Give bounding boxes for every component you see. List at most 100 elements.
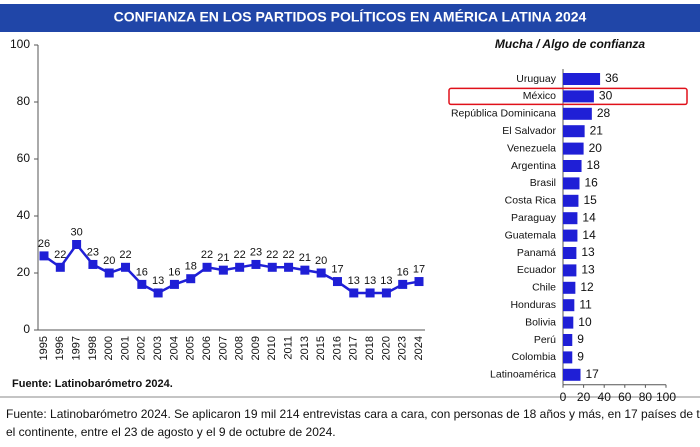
marker [169,279,179,289]
x-tick-label: 20 [577,390,591,404]
y-tick-label: 100 [10,37,30,51]
category-label: Uruguay [516,73,556,85]
category-label: Perú [534,334,556,346]
x-tick-label: 2003 [152,336,164,360]
x-tick-label: 2024 [413,336,425,360]
category-label: Paraguay [511,212,557,224]
subtitle: Mucha / Algo de confianza [495,37,646,51]
marker [349,288,359,298]
data-label: 17 [586,367,600,381]
data-label: 20 [315,255,327,267]
y-tick-label: 80 [17,94,31,108]
data-label: 28 [597,106,611,120]
bar [563,194,579,207]
marker [398,279,408,289]
data-label: 16 [584,176,598,190]
category-label: República Dominicana [451,108,556,120]
data-label: 21 [299,252,311,264]
bar [563,334,573,346]
data-label: 22 [282,249,294,261]
footnote: Fuente: Latinobarómetro 2024. Se aplicar… [6,407,700,421]
data-label: 20 [589,141,603,155]
x-tick-label: 2020 [380,336,392,360]
data-label: 17 [413,263,425,275]
marker [365,288,375,298]
bar [563,247,577,259]
bar [563,107,592,120]
data-label: 23 [87,246,99,258]
bar [563,160,582,172]
category-label: El Salvador [502,125,556,137]
data-label: 23 [250,246,262,258]
marker [137,279,147,289]
x-tick-label: 2007 [217,336,229,360]
bar [563,177,580,190]
data-label: 12 [580,280,594,294]
data-label: 13 [152,275,164,287]
data-label: 21 [590,123,604,137]
data-label: 20 [103,255,115,267]
category-label: Honduras [510,299,556,311]
marker [104,268,114,278]
marker [251,259,261,269]
y-tick-label: 60 [17,151,31,165]
bar [563,142,584,155]
data-label: 16 [168,266,180,278]
x-tick-label: 80 [639,390,653,404]
marker [72,240,82,249]
data-label: 13 [380,275,392,287]
bar [563,316,574,329]
category-label: Panamá [517,247,556,259]
bar [563,351,573,364]
marker [332,277,342,287]
x-tick-label: 2002 [136,336,148,360]
title-banner [0,4,700,32]
data-label: 11 [579,297,592,311]
bar [563,212,578,225]
category-label: México [523,90,556,102]
data-label: 22 [234,249,246,261]
data-label: 14 [582,210,596,224]
marker [414,277,424,287]
data-label: 17 [331,263,343,275]
x-tick-label: 0 [560,390,567,404]
marker [381,288,391,298]
marker [39,251,49,261]
x-tick-label: 2000 [103,336,115,360]
data-label: 18 [587,158,601,172]
x-tick-label: 2018 [364,336,376,360]
y-tick-label: 40 [17,208,31,222]
data-label: 22 [201,249,213,261]
marker [284,262,294,272]
title: CONFIANZA EN LOS PARTIDOS POLÍTICOS EN A… [114,9,587,25]
data-label: 21 [217,252,229,264]
marker [218,265,228,275]
marker [267,262,277,272]
category-label: Venezuela [507,142,556,154]
data-label: 13 [348,275,360,287]
x-tick-label: 1997 [71,336,83,360]
data-label: 22 [119,249,131,261]
bar [563,264,577,277]
data-label: 13 [581,245,595,259]
category-label: Ecuador [517,264,557,276]
marker [186,274,196,284]
category-label: Chile [532,282,556,294]
bar [563,90,594,103]
x-tick-label: 60 [618,390,632,404]
footnote: el continente, entre el 23 de agosto y e… [6,425,336,439]
data-label: 10 [578,315,592,329]
x-tick-label: 1995 [38,336,50,360]
x-tick-label: 2013 [299,336,311,360]
marker [153,288,163,298]
marker [88,259,98,269]
x-tick-label: 2008 [234,336,246,360]
marker [202,262,212,272]
data-label: 16 [397,266,409,278]
data-label: 22 [54,249,66,261]
x-tick-label: 2016 [331,336,343,360]
x-tick-label: 2001 [119,336,131,360]
data-label: 26 [38,238,50,250]
category-label: Costa Rica [505,195,557,207]
